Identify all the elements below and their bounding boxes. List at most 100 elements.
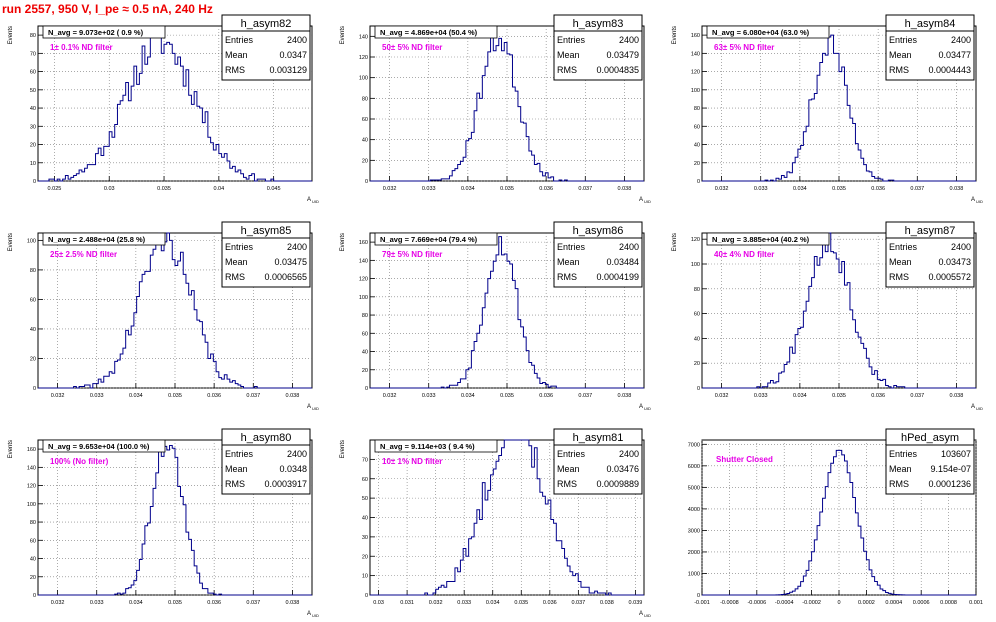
x-tick-label: 0.034 [486,600,500,606]
x-axis-label-subscript: UID [644,406,651,411]
histogram-line [702,34,976,182]
histogram-h-asym80: 0.032 0.033 0.034 0.035 0.036 0.037 0.038 0 20 40… [8,428,319,618]
stat-value-rms: 0.0004199 [596,272,639,282]
x-tick-label: 0.038 [618,393,632,399]
x-tick-label: 0.037 [246,393,260,399]
y-tick-label: 7000 [688,442,700,448]
x-tick-label: 0.032 [383,186,397,192]
y-tick-label: 20 [362,158,368,164]
x-tick-label: 0.035 [500,186,514,192]
y-tick-label: 70 [30,51,36,57]
histogram-name: h_asym80 [241,432,292,444]
x-tick-label: -0.001 [694,600,710,606]
x-tick-label: -0.0008 [720,600,739,606]
x-tick-label: 0.0006 [913,600,930,606]
stats-box [885,14,975,81]
panel-h-asym81: 0.03 0.031 0.032 0.033 0.034 0.035 0.036 0.037 0… [332,414,664,621]
histogram-name: h_asym81 [573,432,624,444]
histogram-h-asym81: 0.03 0.031 0.032 0.033 0.034 0.035 0.036 0.037 0… [340,428,651,618]
x-tick-label: 0.036 [871,393,885,399]
stat-value-mean: 0.03479 [606,50,639,60]
y-tick-label: 80 [30,520,36,526]
y-tick-label: 4000 [688,507,700,513]
histogram-line [702,232,976,389]
panel-hped-asym: -0.001 -0.0008 -0.0006 -0.0004 -0.0002 0 0.000… [664,414,996,621]
x-tick-label: 0.033 [90,600,104,606]
x-tick-label: 0.035 [168,600,182,606]
histogram-line [370,439,644,596]
x-tick-label: -0.0004 [775,600,794,606]
x-axis-label: AUID [971,404,983,411]
stat-label-entries: Entries [889,242,918,252]
x-tick-label: 0.035 [500,393,514,399]
stat-value-entries: 2400 [287,242,307,252]
y-tick-label: 60 [362,477,368,483]
x-tick-label: 0.034 [793,393,807,399]
stat-label-entries: Entries [557,35,586,45]
y-tick-label: 3000 [688,528,700,534]
y-tick-label: 100 [27,502,36,508]
stat-value-mean: 0.03484 [606,257,639,267]
filter-label: 63± 5% ND filter [714,43,774,52]
stat-value-rms: 0.0001236 [928,479,971,489]
histogram-name: hPed_asym [901,432,959,444]
x-tick-label: 0.037 [910,186,924,192]
y-tick-label: 0 [33,593,36,599]
histogram-name: h_asym82 [241,18,292,30]
y-axis-label: Events [672,233,678,251]
y-tick-label: 80 [30,268,36,274]
y-axis-label: Events [340,440,346,458]
x-tick-label: 0.036 [539,186,553,192]
histogram-line [370,236,644,389]
y-tick-label: 20 [362,554,368,560]
panel-h-asym86: 0.032 0.033 0.034 0.035 0.036 0.037 0.038 0 20 40… [332,207,664,414]
filter-label: 40± 4% ND filter [714,250,774,259]
x-tick-label: 0.037 [571,600,585,606]
stat-label-rms: RMS [889,272,909,282]
histogram-name: h_asym83 [573,18,624,30]
navg-box [706,25,830,39]
stat-label-entries: Entries [225,242,254,252]
navg-label: N_avg = 9.073e+02 ( 0.9 %) [48,28,144,37]
navg-label: N_avg = 6.080e+04 (63.0 %) [712,28,810,37]
y-tick-label: 70 [362,457,368,463]
y-tick-label: 120 [359,277,368,283]
x-tick-label: 0.031 [400,600,414,606]
navg-box [706,232,830,246]
y-tick-label: 20 [30,143,36,149]
histogram-line [38,232,312,389]
stat-value-entries: 2400 [951,242,971,252]
x-tick-label: 0.025 [48,186,62,192]
x-tick-label: 0.038 [950,186,964,192]
y-axis-label: Events [672,26,678,44]
x-axis-label: AUID [971,197,983,204]
y-tick-label: 80 [694,287,700,293]
stat-value-entries: 2400 [951,35,971,45]
y-tick-label: 30 [30,124,36,130]
x-axis-label-subscript: UID [644,199,651,204]
navg-box [374,439,498,453]
y-tick-label: 20 [694,161,700,167]
histogram-name: h_asym87 [905,225,956,237]
y-tick-label: 140 [359,258,368,264]
panel-h-asym82: 0.025 0.03 0.035 0.04 0.045 0 10 20 30 40 50 60 70 80… [0,0,332,207]
filter-label: 25± 2.5% ND filter [50,250,117,259]
stat-value-mean: 9.154e-07 [930,464,971,474]
x-tick-label: 0.038 [286,600,300,606]
navg-label: N_avg = 7.669e+04 (79.4 %) [380,235,478,244]
y-tick-label: 40 [694,336,700,342]
histogram-name: h_asym85 [241,225,292,237]
stat-label-rms: RMS [225,479,245,489]
x-axis-label-subscript: UID [312,613,319,618]
stats-box [885,221,975,288]
histogram-h-asym86: 0.032 0.033 0.034 0.035 0.036 0.037 0.038 0 20 40… [340,221,651,411]
y-tick-label: 20 [30,575,36,581]
stat-label-rms: RMS [557,479,577,489]
histogram-h-asym83: 0.032 0.033 0.034 0.035 0.036 0.037 0.038 0 20 40… [340,14,651,204]
stat-label-mean: Mean [557,464,580,474]
y-tick-label: 0 [697,386,700,392]
navg-box [42,25,166,39]
stat-label-rms: RMS [225,272,245,282]
y-tick-label: 60 [30,538,36,544]
y-tick-label: 20 [694,361,700,367]
